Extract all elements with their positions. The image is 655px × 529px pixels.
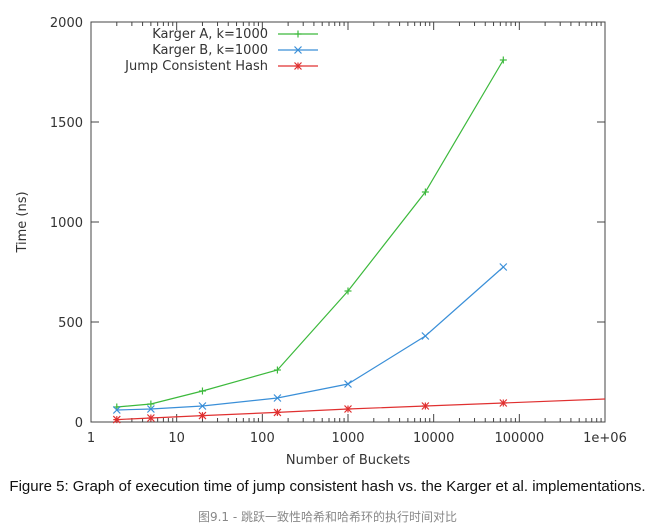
legend-label: Karger B, k=1000 bbox=[152, 43, 268, 58]
plot-area bbox=[90, 21, 606, 423]
legend-marker-d2 bbox=[294, 46, 302, 54]
series-1 bbox=[112, 263, 508, 414]
series-line bbox=[116, 398, 606, 421]
x-tick-label: 1 bbox=[87, 431, 95, 446]
legend-marker-d2 bbox=[294, 62, 302, 70]
data-point-d2 bbox=[421, 402, 430, 410]
y-axis-label: Time (ns) bbox=[15, 191, 30, 253]
data-point-d2 bbox=[344, 380, 352, 388]
series-line bbox=[116, 266, 504, 411]
x-tick-label: 100000 bbox=[495, 431, 545, 446]
data-point-d2 bbox=[421, 332, 430, 340]
y-tick-label: 0 bbox=[75, 416, 83, 431]
data-point-d2 bbox=[499, 399, 508, 407]
y-tick-label: 1000 bbox=[50, 216, 83, 231]
legend-label: Jump Consistent Hash bbox=[124, 59, 268, 74]
y-axis-ticks: 0 500 1000 1500 2000 bbox=[50, 16, 605, 431]
data-point-d2 bbox=[198, 411, 207, 420]
chart: 1 10 100 1000 10000 100000 1e+06 0 500 1000 1500 2… bbox=[15, 16, 627, 468]
y-tick-label: 2000 bbox=[50, 16, 83, 31]
legend-label: Karger A, k=1000 bbox=[152, 27, 268, 42]
x-tick-label: 1000 bbox=[331, 431, 364, 446]
y-tick-label: 500 bbox=[58, 316, 83, 331]
data-point-d2 bbox=[344, 405, 352, 413]
series-group bbox=[112, 56, 606, 424]
x-tick-label: 1e+06 bbox=[583, 431, 627, 446]
data-point-d2 bbox=[273, 394, 282, 402]
x-tick-label: 10000 bbox=[413, 431, 454, 446]
series-line bbox=[116, 59, 504, 408]
y-tick-label: 1500 bbox=[50, 116, 83, 131]
series-0 bbox=[113, 56, 507, 411]
figure-subcaption: 图9.1 - 跳跃一致性哈希和哈希环的执行时间对比 bbox=[197, 510, 458, 524]
plot-frame bbox=[90, 21, 606, 423]
data-point-d2 bbox=[499, 263, 508, 271]
data-point-d2 bbox=[273, 408, 282, 417]
x-tick-label: 100 bbox=[250, 431, 275, 446]
data-point-d2 bbox=[146, 414, 155, 422]
series-2 bbox=[112, 398, 606, 424]
data-point-d2 bbox=[112, 415, 121, 424]
data-point-d2 bbox=[146, 405, 155, 413]
figure-caption: Figure 5: Graph of execution time of jum… bbox=[9, 478, 646, 495]
data-point-d2 bbox=[198, 402, 207, 410]
data-point-d2 bbox=[112, 406, 121, 414]
x-axis-ticks: 1 10 100 1000 10000 100000 1e+06 bbox=[87, 22, 627, 446]
x-axis-label: Number of Buckets bbox=[286, 453, 410, 468]
x-tick-label: 10 bbox=[168, 431, 185, 446]
